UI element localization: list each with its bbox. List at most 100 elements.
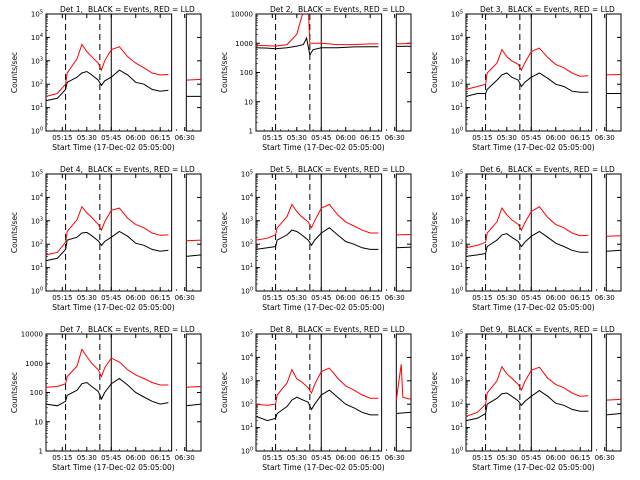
panel-legend: BLACK = Events, RED = LLD — [88, 325, 195, 334]
x-tick-label: 05:15 — [472, 294, 492, 302]
series-line-events — [256, 227, 411, 250]
x-tick-label: 06:30 — [175, 134, 195, 142]
y-tick-label: 100 — [451, 287, 463, 296]
y-tick-label: 104 — [31, 193, 43, 202]
x-tick-label: 05:15 — [472, 134, 492, 142]
x-tick-label: 06:15 — [570, 454, 590, 462]
y-tick-label: 102 — [451, 80, 463, 89]
y-tick-label: 1 — [39, 448, 43, 456]
x-tick-label: 05:45 — [311, 294, 331, 302]
series-group — [46, 205, 201, 262]
panel-det-9: 100 101 102 103 104 105 05:15 05:30 05:45 06:00 06… — [430, 325, 622, 472]
x-axis-label: Start Time (17-Dec-02 05:05:00) — [262, 463, 384, 472]
series-group — [466, 47, 621, 97]
x-tick-label: 05:30 — [287, 454, 307, 462]
x-tick-label: 05:30 — [287, 294, 307, 302]
series-line-lld — [46, 205, 201, 256]
x-tick-label: 05:30 — [77, 134, 97, 142]
x-tick-label: 05:30 — [77, 294, 97, 302]
plot-frame-main — [465, 173, 593, 292]
y-tick-label: 102 — [31, 80, 43, 89]
x-tick-label: 05:45 — [521, 294, 541, 302]
panel-legend: BLACK = Events, RED = LLD — [88, 165, 195, 174]
x-tick-label: 05:45 — [101, 294, 121, 302]
y-tick-label: 100 — [241, 447, 253, 456]
panel-title: Det 5, — [270, 165, 293, 174]
x-tick-label: 05:45 — [101, 134, 121, 142]
x-tick-label: 06:30 — [385, 294, 405, 302]
series-line-lld — [46, 43, 201, 97]
x-tick-label: 06:00 — [546, 294, 566, 302]
x-tick-label: 06:15 — [360, 134, 380, 142]
x-axis-label: Start Time (17-Dec-02 05:05:00) — [52, 463, 174, 472]
panel-title: Det 2, — [270, 5, 293, 14]
x-tick-label: 06:00 — [546, 134, 566, 142]
series-line-events — [46, 69, 201, 102]
y-tick-label: 101 — [31, 263, 43, 272]
series-group — [466, 365, 621, 422]
y-tick-label: 102 — [31, 240, 43, 249]
panel-det-2: 1 10 100 1000 10000 05:15 05:30 05:45 06:00 06:15… — [220, 5, 412, 152]
y-axis-label: Counts/sec — [10, 52, 19, 93]
y-tick-label: 103 — [31, 56, 43, 65]
plot-frame-tail — [395, 333, 412, 452]
y-tick-label: 10 — [244, 98, 253, 106]
y-tick-label: 1000 — [25, 360, 43, 368]
y-tick-label: 101 — [241, 263, 253, 272]
x-tick-label: 06:00 — [126, 454, 146, 462]
x-tick-label: 06:15 — [150, 294, 170, 302]
panel-legend: BLACK = Events, RED = LLD — [508, 5, 615, 14]
series-line-events — [466, 72, 621, 97]
plot-frame-tail — [185, 13, 202, 132]
y-tick-label: 10000 — [21, 331, 43, 339]
panel-legend: BLACK = Events, RED = LLD — [88, 5, 195, 14]
x-tick-label: 06:00 — [126, 134, 146, 142]
x-tick-label: 05:30 — [497, 134, 517, 142]
series-group — [256, 14, 411, 57]
y-axis-label: Counts/sec — [220, 372, 229, 413]
x-tick-label: 06:15 — [570, 294, 590, 302]
y-axis-label: Counts/sec — [10, 212, 19, 253]
plot-frame-main — [465, 13, 593, 132]
series-line-lld — [466, 206, 621, 249]
x-tick-label: 05:45 — [101, 454, 121, 462]
x-tick-label: 05:15 — [262, 294, 282, 302]
y-tick-label: 105 — [451, 10, 463, 19]
panel-legend: BLACK = Events, RED = LLD — [508, 165, 615, 174]
y-tick-label: 100 — [30, 389, 43, 397]
y-tick-label: 103 — [241, 376, 253, 385]
series-line-lld — [256, 364, 411, 406]
y-tick-label: 105 — [451, 170, 463, 179]
y-axis-label: Counts/sec — [430, 212, 439, 253]
panel-det-5: 100 101 102 103 104 105 05:15 05:30 05:45 06:00 06… — [220, 165, 412, 312]
x-tick-label: 05:45 — [311, 454, 331, 462]
y-tick-label: 100 — [241, 287, 253, 296]
y-tick-label: 104 — [451, 193, 463, 202]
y-tick-label: 10000 — [231, 11, 253, 19]
series-group — [46, 348, 201, 407]
y-axis-label: Counts/sec — [220, 52, 229, 93]
plot-frame-tail — [605, 333, 622, 452]
x-tick-label: 05:30 — [497, 294, 517, 302]
y-tick-label: 102 — [241, 240, 253, 249]
x-tick-label: 05:30 — [497, 454, 517, 462]
panel-title: Det 4, — [60, 165, 83, 174]
panel-legend: BLACK = Events, RED = LLD — [298, 165, 405, 174]
panel-legend: BLACK = Events, RED = LLD — [508, 325, 615, 334]
panel-title: Det 8, — [270, 325, 293, 334]
y-tick-label: 101 — [451, 423, 463, 432]
y-tick-label: 100 — [31, 127, 43, 136]
x-tick-label: 06:15 — [570, 134, 590, 142]
x-axis-label: Start Time (17-Dec-02 05:05:00) — [52, 143, 174, 152]
y-tick-label: 1 — [249, 128, 253, 136]
panel-legend: BLACK = Events, RED = LLD — [298, 5, 405, 14]
x-tick-label: 06:00 — [336, 134, 356, 142]
y-tick-label: 104 — [31, 33, 43, 42]
x-tick-label: 06:30 — [595, 294, 615, 302]
y-tick-label: 105 — [241, 330, 253, 339]
series-group — [256, 203, 411, 250]
x-axis-label: Start Time (17-Dec-02 05:05:00) — [472, 143, 594, 152]
y-tick-label: 100 — [451, 127, 463, 136]
panel-legend: BLACK = Events, RED = LLD — [298, 325, 405, 334]
